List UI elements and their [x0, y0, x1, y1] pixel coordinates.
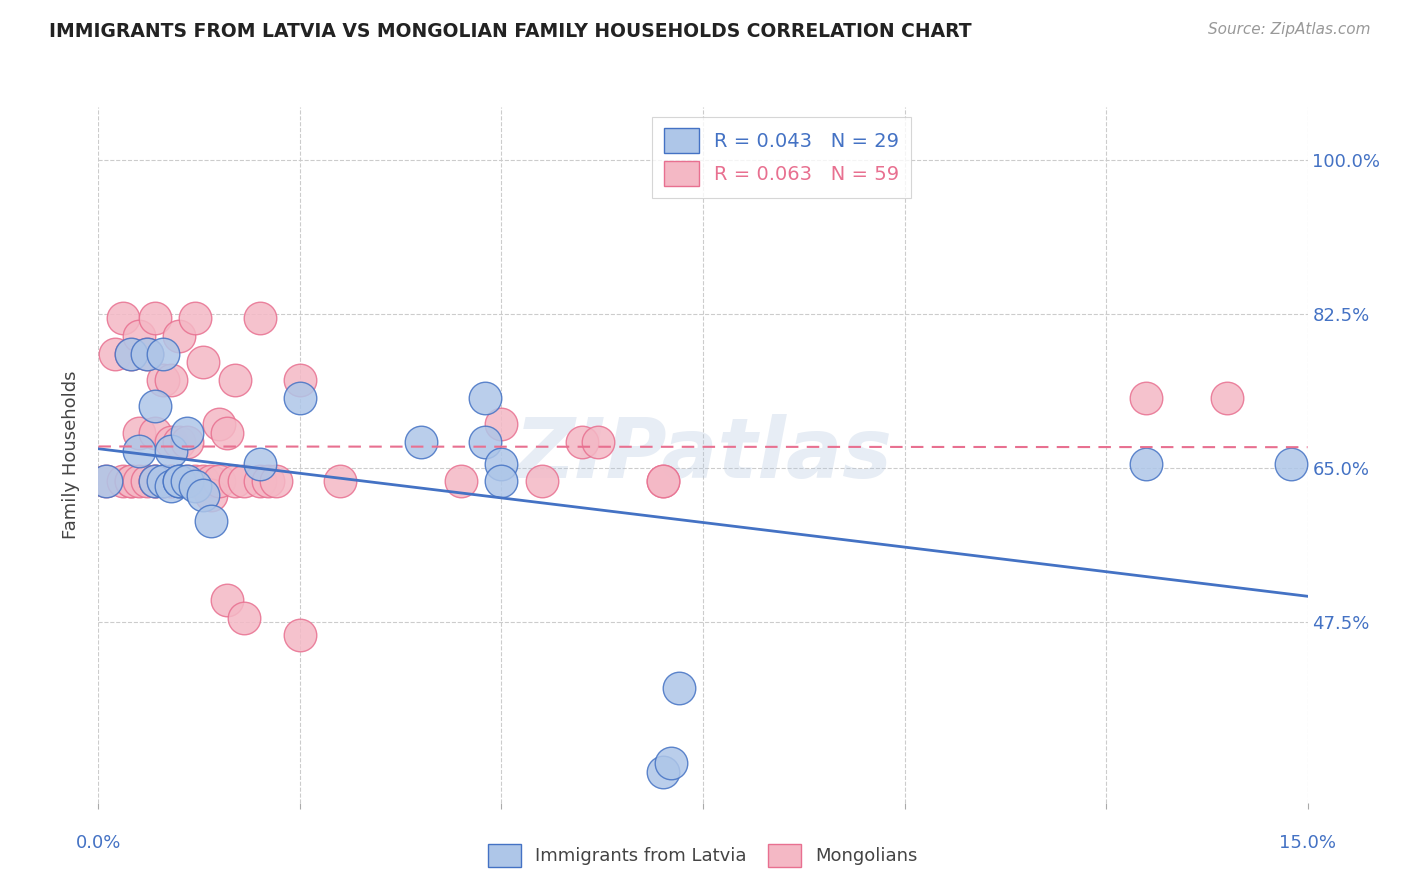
Point: [128, 475, 150, 489]
Point: [208, 417, 231, 431]
Point: [249, 311, 271, 326]
Point: [120, 346, 142, 360]
Point: [200, 514, 222, 528]
Point: [474, 434, 496, 449]
Point: [288, 391, 311, 405]
Point: [491, 417, 513, 431]
Point: [167, 475, 190, 489]
Point: [1281, 457, 1303, 471]
Point: [152, 373, 174, 387]
Point: [217, 593, 239, 607]
Point: [152, 475, 174, 489]
Point: [135, 475, 157, 489]
Point: [249, 457, 271, 471]
Point: [586, 434, 609, 449]
Point: [651, 475, 673, 489]
Point: [651, 475, 673, 489]
Point: [176, 434, 198, 449]
Text: 0.0%: 0.0%: [76, 834, 121, 852]
Point: [111, 475, 134, 489]
Point: [530, 475, 553, 489]
Legend: R = 0.043   N = 29, R = 0.063   N = 59: R = 0.043 N = 29, R = 0.063 N = 59: [652, 117, 911, 198]
Point: [1216, 391, 1239, 405]
Point: [128, 425, 150, 440]
Point: [128, 329, 150, 343]
Point: [143, 425, 166, 440]
Point: [160, 475, 183, 489]
Point: [143, 475, 166, 489]
Point: [491, 457, 513, 471]
Point: [474, 391, 496, 405]
Point: [249, 475, 271, 489]
Point: [288, 628, 311, 642]
Point: [152, 475, 174, 489]
Point: [135, 346, 157, 360]
Point: [450, 475, 472, 489]
Point: [193, 355, 215, 369]
Point: [167, 475, 190, 489]
Point: [224, 475, 246, 489]
Point: [232, 611, 254, 625]
Point: [668, 681, 690, 696]
Point: [184, 475, 207, 489]
Point: [659, 756, 682, 771]
Point: [143, 311, 166, 326]
Point: [329, 475, 352, 489]
Point: [128, 443, 150, 458]
Point: [232, 475, 254, 489]
Point: [184, 479, 207, 493]
Point: [152, 346, 174, 360]
Point: [176, 425, 198, 440]
Point: [288, 373, 311, 387]
Point: [120, 475, 142, 489]
Point: [256, 475, 278, 489]
Point: [111, 311, 134, 326]
Point: [96, 475, 118, 489]
Point: [160, 479, 183, 493]
Point: [176, 475, 198, 489]
Point: [409, 434, 432, 449]
Point: [193, 475, 215, 489]
Text: IMMIGRANTS FROM LATVIA VS MONGOLIAN FAMILY HOUSEHOLDS CORRELATION CHART: IMMIGRANTS FROM LATVIA VS MONGOLIAN FAMI…: [49, 22, 972, 41]
Point: [96, 475, 118, 489]
Point: [217, 425, 239, 440]
Point: [167, 329, 190, 343]
Point: [193, 487, 215, 501]
Point: [224, 373, 246, 387]
Point: [160, 373, 183, 387]
Point: [167, 475, 190, 489]
Point: [160, 434, 183, 449]
Point: [143, 475, 166, 489]
Text: Source: ZipAtlas.com: Source: ZipAtlas.com: [1208, 22, 1371, 37]
Point: [160, 443, 183, 458]
Point: [143, 475, 166, 489]
Point: [160, 475, 183, 489]
Point: [1135, 457, 1157, 471]
Point: [143, 400, 166, 414]
Point: [135, 346, 157, 360]
Point: [120, 475, 142, 489]
Point: [264, 475, 287, 489]
Point: [651, 764, 673, 779]
Point: [184, 311, 207, 326]
Point: [167, 434, 190, 449]
Point: [152, 475, 174, 489]
Legend: Immigrants from Latvia, Mongolians: Immigrants from Latvia, Mongolians: [481, 837, 925, 874]
Point: [1135, 391, 1157, 405]
Point: [103, 346, 125, 360]
Point: [120, 346, 142, 360]
Point: [208, 475, 231, 489]
Y-axis label: Family Households: Family Households: [62, 371, 80, 539]
Point: [176, 475, 198, 489]
Point: [167, 475, 190, 489]
Point: [491, 475, 513, 489]
Text: 15.0%: 15.0%: [1279, 834, 1336, 852]
Text: ZIPatlas: ZIPatlas: [515, 415, 891, 495]
Point: [200, 487, 222, 501]
Point: [571, 434, 593, 449]
Point: [200, 475, 222, 489]
